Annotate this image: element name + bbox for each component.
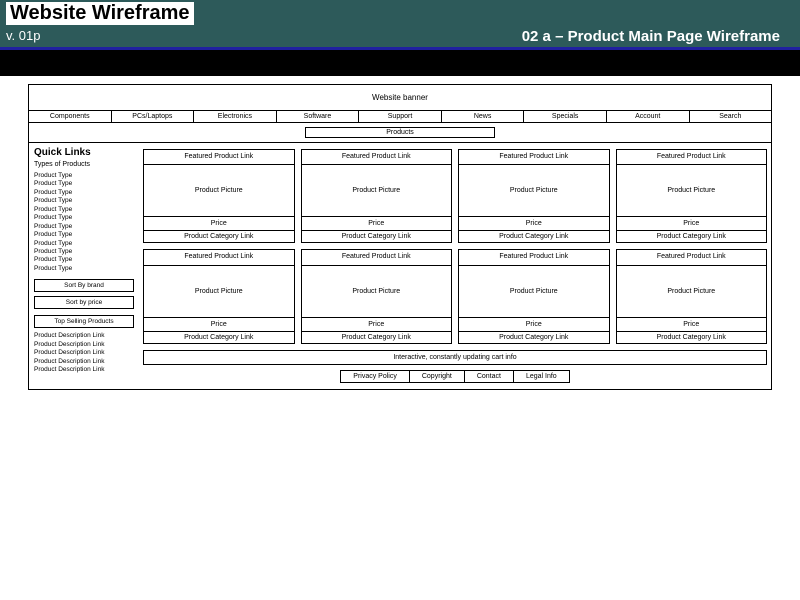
footer-contact[interactable]: Contact (464, 370, 513, 383)
product-desc-list: Product Description Link Product Descrip… (34, 332, 134, 374)
product-type-link[interactable]: Product Type (34, 248, 134, 256)
footer-copyright[interactable]: Copyright (409, 370, 464, 383)
cart-info-bar: Interactive, constantly updating cart in… (143, 350, 767, 365)
product-type-link[interactable]: Product Type (34, 265, 134, 273)
featured-product-link[interactable]: Featured Product Link (302, 250, 452, 265)
product-price: Price (144, 318, 294, 331)
featured-product-link[interactable]: Featured Product Link (459, 250, 609, 265)
featured-product-link[interactable]: Featured Product Link (144, 150, 294, 165)
product-category-link[interactable]: Product Category Link (458, 332, 610, 344)
footer-row: Privacy Policy Copyright Contact Legal I… (143, 370, 767, 383)
nav-account[interactable]: Account (607, 111, 690, 122)
nav-components[interactable]: Components (29, 111, 112, 122)
product-grid: Featured Product LinkProduct PicturePric… (139, 143, 771, 389)
product-type-link[interactable]: Product Type (34, 214, 134, 222)
product-picture: Product Picture (144, 165, 294, 217)
product-card: Featured Product LinkProduct PicturePric… (616, 149, 768, 243)
product-category-link[interactable]: Product Category Link (301, 332, 453, 344)
nav-news[interactable]: News (442, 111, 525, 122)
product-card: Featured Product LinkProduct PicturePric… (458, 249, 610, 343)
product-card: Featured Product LinkProduct PicturePric… (143, 149, 295, 243)
product-desc-link[interactable]: Product Description Link (34, 358, 134, 366)
product-picture: Product Picture (302, 266, 452, 318)
product-price: Price (617, 217, 767, 230)
card-row: Featured Product LinkProduct PicturePric… (143, 149, 767, 243)
quick-links-subtitle: Types of Products (34, 161, 134, 168)
website-banner: Website banner (29, 85, 771, 111)
product-card: Featured Product LinkProduct PicturePric… (458, 149, 610, 243)
product-desc-link[interactable]: Product Description Link (34, 341, 134, 349)
version-label: v. 01p (6, 28, 40, 43)
product-type-link[interactable]: Product Type (34, 180, 134, 188)
main-area: Quick Links Types of Products Product Ty… (29, 143, 771, 389)
product-card: Featured Product LinkProduct PicturePric… (616, 249, 768, 343)
slide-title: Website Wireframe (6, 2, 194, 25)
products-bar[interactable]: Products (305, 127, 495, 138)
top-selling-header: Top Selling Products (34, 315, 134, 328)
wireframe-container: Website banner Components PCs/Laptops El… (0, 76, 800, 398)
featured-product-link[interactable]: Featured Product Link (144, 250, 294, 265)
featured-product-link[interactable]: Featured Product Link (617, 150, 767, 165)
card-row: Featured Product LinkProduct PicturePric… (143, 249, 767, 343)
product-price: Price (144, 217, 294, 230)
product-card: Featured Product LinkProduct PicturePric… (301, 149, 453, 243)
product-picture: Product Picture (302, 165, 452, 217)
product-category-link[interactable]: Product Category Link (143, 332, 295, 344)
dark-strip (0, 50, 800, 76)
slide-header: Website Wireframe v. 01p 02 a – Product … (0, 0, 800, 50)
products-bar-wrap: Products (29, 123, 771, 143)
sort-by-brand-button[interactable]: Sort By brand (34, 279, 134, 292)
nav-specials[interactable]: Specials (524, 111, 607, 122)
product-type-list: Product Type Product Type Product Type P… (34, 172, 134, 273)
nav-software[interactable]: Software (277, 111, 360, 122)
product-picture: Product Picture (617, 266, 767, 318)
product-type-link[interactable]: Product Type (34, 172, 134, 180)
product-price: Price (617, 318, 767, 331)
featured-product-link[interactable]: Featured Product Link (617, 250, 767, 265)
product-price: Price (459, 318, 609, 331)
footer-privacy[interactable]: Privacy Policy (340, 370, 409, 383)
product-desc-link[interactable]: Product Description Link (34, 366, 134, 374)
product-category-link[interactable]: Product Category Link (143, 231, 295, 243)
featured-product-link[interactable]: Featured Product Link (459, 150, 609, 165)
quick-links-title: Quick Links (34, 147, 134, 158)
product-picture: Product Picture (459, 165, 609, 217)
product-type-link[interactable]: Product Type (34, 189, 134, 197)
product-card: Featured Product LinkProduct PicturePric… (301, 249, 453, 343)
nav-search[interactable]: Search (690, 111, 772, 122)
sidebar: Quick Links Types of Products Product Ty… (29, 143, 139, 389)
product-category-link[interactable]: Product Category Link (301, 231, 453, 243)
product-picture: Product Picture (617, 165, 767, 217)
nav-pcs[interactable]: PCs/Laptops (112, 111, 195, 122)
product-type-link[interactable]: Product Type (34, 231, 134, 239)
product-desc-link[interactable]: Product Description Link (34, 332, 134, 340)
product-type-link[interactable]: Product Type (34, 223, 134, 231)
product-category-link[interactable]: Product Category Link (458, 231, 610, 243)
product-picture: Product Picture (144, 266, 294, 318)
product-picture: Product Picture (459, 266, 609, 318)
nav-support[interactable]: Support (359, 111, 442, 122)
featured-product-link[interactable]: Featured Product Link (302, 150, 452, 165)
slide-subtitle: 02 a – Product Main Page Wireframe (522, 28, 780, 45)
product-card: Featured Product LinkProduct PicturePric… (143, 249, 295, 343)
nav-row: Components PCs/Laptops Electronics Softw… (29, 111, 771, 123)
product-category-link[interactable]: Product Category Link (616, 231, 768, 243)
product-type-link[interactable]: Product Type (34, 256, 134, 264)
product-type-link[interactable]: Product Type (34, 206, 134, 214)
wireframe: Website banner Components PCs/Laptops El… (28, 84, 772, 390)
product-price: Price (302, 217, 452, 230)
sort-by-price-button[interactable]: Sort by price (34, 296, 134, 309)
product-price: Price (302, 318, 452, 331)
footer-legal[interactable]: Legal Info (513, 370, 570, 383)
product-price: Price (459, 217, 609, 230)
product-type-link[interactable]: Product Type (34, 197, 134, 205)
product-desc-link[interactable]: Product Description Link (34, 349, 134, 357)
product-category-link[interactable]: Product Category Link (616, 332, 768, 344)
product-type-link[interactable]: Product Type (34, 240, 134, 248)
nav-electronics[interactable]: Electronics (194, 111, 277, 122)
